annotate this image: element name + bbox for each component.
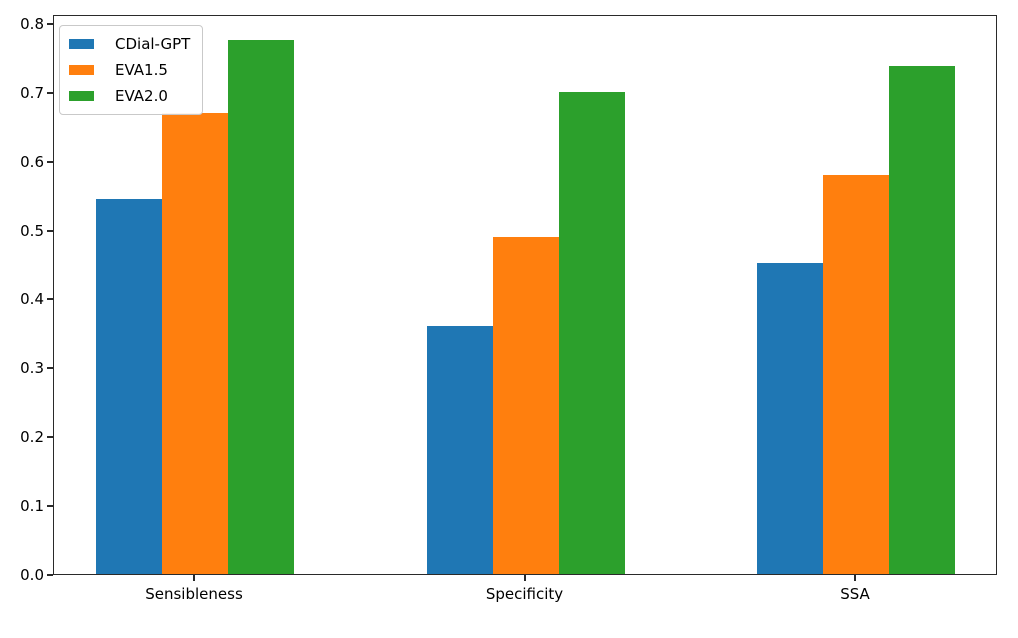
- y-tick-mark: [47, 574, 53, 576]
- y-tick-label: 0.1: [20, 497, 44, 516]
- bar-eva15-ssa: [823, 174, 889, 574]
- bar-eva15-sensibleness: [162, 112, 228, 574]
- x-tick-mark: [523, 575, 526, 581]
- y-tick-label: 0.0: [20, 566, 44, 584]
- y-tick-mark: [47, 436, 53, 439]
- bar-eva20-ssa: [889, 65, 955, 574]
- bar-cdialgpt-specificity: [426, 326, 493, 574]
- y-tick-mark: [47, 298, 53, 301]
- legend-row: CDial-GPT: [69, 31, 190, 57]
- bar-cdialgpt-sensibleness: [96, 198, 162, 574]
- y-tick-mark: [47, 22, 53, 25]
- y-tick-label: 0.8: [20, 14, 44, 33]
- y-tick-label: 0.6: [20, 152, 44, 171]
- legend-label: EVA1.5: [115, 61, 168, 79]
- x-category-label-ssa: SSA: [840, 585, 870, 603]
- y-tick-mark: [47, 367, 53, 370]
- legend-swatch-icon: [69, 65, 94, 75]
- bar-eva20-specificity: [558, 91, 625, 574]
- y-tick-label: 0.5: [20, 221, 44, 240]
- legend-label: CDial-GPT: [115, 35, 191, 53]
- bars-layer: [54, 16, 996, 574]
- y-tick-mark: [47, 505, 53, 508]
- y-tick-label: 0.3: [20, 359, 44, 378]
- bar-eva20-sensibleness: [228, 40, 294, 574]
- bar-eva15-specificity: [492, 236, 559, 574]
- plot-area: CDial-GPT EVA1.5 EVA2.0: [53, 15, 997, 575]
- y-tick-label: 0.2: [20, 428, 44, 447]
- legend-swatch-icon: [69, 39, 94, 49]
- x-category-label-sensibleness: Sensibleness: [145, 585, 243, 603]
- legend-row: EVA2.0: [69, 83, 190, 109]
- y-tick-mark: [47, 229, 53, 232]
- y-tick-mark: [47, 160, 53, 163]
- bar-cdialgpt-ssa: [757, 262, 823, 574]
- legend-label: EVA2.0: [115, 87, 168, 105]
- x-category-label-specificity: Specificity: [485, 585, 564, 603]
- legend-row: EVA1.5: [69, 57, 190, 83]
- x-tick-mark: [854, 575, 856, 581]
- legend-swatch-icon: [69, 91, 94, 101]
- y-tick-mark: [47, 91, 53, 94]
- legend: CDial-GPT EVA1.5 EVA2.0: [59, 25, 204, 115]
- y-tick-label: 0.4: [20, 290, 44, 309]
- x-tick-mark: [193, 575, 195, 581]
- y-tick-label: 0.7: [20, 83, 44, 102]
